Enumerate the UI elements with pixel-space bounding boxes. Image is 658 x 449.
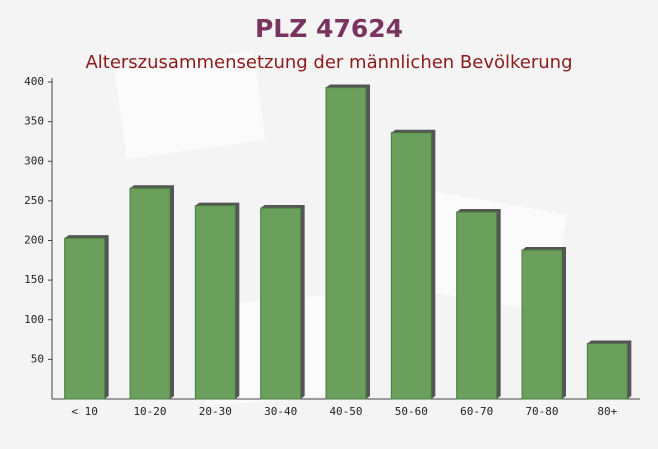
bar — [456, 208, 501, 400]
bar — [586, 340, 632, 400]
bar-face — [521, 249, 563, 400]
y-tick-label: 150 — [24, 273, 44, 286]
bar-face — [64, 237, 106, 400]
x-tick-label: 20-30 — [199, 405, 232, 418]
y-tick-label: 250 — [24, 194, 44, 207]
y-tick-label: 100 — [24, 313, 44, 326]
x-tick-label: 40-50 — [329, 405, 362, 418]
y-tick-label: 50 — [31, 352, 44, 365]
bar-face — [390, 132, 432, 400]
bar-face — [586, 343, 628, 400]
decor — [114, 50, 266, 160]
bar — [260, 205, 305, 400]
x-tick-label: 70-80 — [525, 405, 558, 418]
bar-face — [194, 205, 236, 400]
bar — [390, 129, 436, 400]
y-tick-label: 350 — [24, 115, 44, 128]
x-tick-label: 80+ — [597, 405, 617, 418]
bar-face — [325, 87, 367, 400]
y-tick-label: 300 — [24, 154, 44, 167]
bar-face — [260, 207, 302, 400]
bar — [64, 235, 109, 400]
bar — [194, 202, 240, 400]
x-tick-label: 60-70 — [460, 405, 493, 418]
x-tick-label: 30-40 — [264, 405, 297, 418]
chart-subtitle: Alterszusammensetzung der männlichen Bev… — [85, 52, 572, 73]
x-tick-label: 10-20 — [133, 405, 166, 418]
y-tick-label: 400 — [24, 75, 44, 88]
x-tick-label: 50-60 — [395, 405, 428, 418]
y-tick-label: 200 — [24, 234, 44, 247]
bar — [129, 185, 174, 400]
bar-face — [129, 187, 171, 400]
chart-title: PLZ 47624 — [255, 14, 403, 43]
bar-face — [456, 211, 498, 400]
bar — [325, 84, 370, 400]
bar — [521, 247, 566, 400]
x-tick-label: < 10 — [71, 405, 98, 418]
